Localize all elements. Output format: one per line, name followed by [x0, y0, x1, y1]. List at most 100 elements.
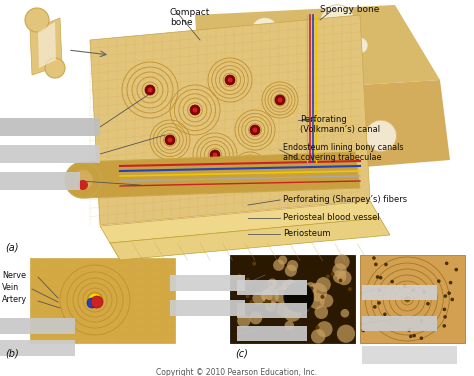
Circle shape [296, 85, 309, 98]
Circle shape [326, 274, 330, 278]
Bar [0, 318, 75, 334]
Text: Compact
bone: Compact bone [170, 8, 210, 27]
Bar [170, 275, 245, 291]
Bar [0, 340, 75, 356]
Circle shape [78, 180, 88, 190]
Text: (a): (a) [5, 242, 18, 252]
Bar [237, 280, 307, 295]
Bar [230, 255, 355, 343]
Bar [362, 316, 437, 331]
Circle shape [278, 290, 282, 294]
Circle shape [249, 300, 253, 304]
Circle shape [65, 162, 101, 198]
Polygon shape [100, 201, 380, 243]
Circle shape [192, 108, 198, 112]
Circle shape [274, 286, 292, 303]
Circle shape [412, 334, 416, 337]
Circle shape [277, 302, 291, 317]
Circle shape [455, 268, 458, 271]
Circle shape [403, 285, 407, 288]
Circle shape [252, 262, 256, 265]
Circle shape [333, 116, 366, 150]
Text: Nerve: Nerve [2, 271, 26, 280]
Circle shape [407, 328, 411, 332]
Bar [0, 118, 100, 136]
Circle shape [378, 288, 382, 292]
Circle shape [239, 286, 243, 290]
Circle shape [274, 42, 301, 68]
Circle shape [362, 329, 365, 332]
Polygon shape [200, 80, 450, 180]
Circle shape [228, 77, 233, 82]
Circle shape [338, 279, 343, 283]
Circle shape [308, 283, 327, 302]
Bar [237, 303, 307, 318]
Circle shape [320, 295, 325, 299]
Circle shape [264, 299, 269, 303]
Circle shape [147, 88, 153, 92]
Circle shape [404, 296, 410, 302]
Circle shape [277, 97, 283, 103]
Circle shape [373, 305, 377, 309]
Circle shape [337, 324, 355, 343]
Circle shape [304, 282, 318, 296]
Text: (c): (c) [235, 348, 248, 358]
Circle shape [247, 167, 253, 173]
Circle shape [311, 329, 326, 344]
Circle shape [268, 282, 272, 286]
Text: Spongy bone: Spongy bone [320, 5, 379, 14]
Circle shape [332, 263, 346, 277]
Bar [30, 258, 175, 343]
Circle shape [225, 75, 235, 85]
Circle shape [330, 272, 335, 276]
Circle shape [167, 138, 173, 143]
Circle shape [337, 271, 352, 285]
Circle shape [253, 127, 257, 132]
Circle shape [210, 150, 220, 160]
Circle shape [249, 311, 262, 324]
Circle shape [449, 281, 452, 284]
Circle shape [314, 305, 328, 319]
Circle shape [419, 337, 423, 340]
Circle shape [317, 321, 333, 337]
Circle shape [310, 31, 326, 47]
Circle shape [309, 293, 325, 309]
Circle shape [246, 294, 250, 298]
Circle shape [312, 34, 326, 47]
Circle shape [320, 5, 355, 40]
Circle shape [237, 274, 242, 277]
Circle shape [267, 300, 272, 304]
Circle shape [246, 277, 250, 282]
Circle shape [231, 44, 255, 69]
Circle shape [285, 265, 297, 277]
Text: Artery: Artery [2, 295, 27, 304]
Circle shape [91, 296, 103, 308]
Circle shape [348, 287, 352, 291]
Bar [360, 255, 465, 343]
Text: Endosteum lining bony canals
and covering trabeculae: Endosteum lining bony canals and coverin… [283, 143, 403, 162]
Circle shape [292, 332, 296, 336]
Bar [0, 145, 100, 163]
Bar [237, 326, 307, 341]
Circle shape [291, 24, 326, 60]
Circle shape [88, 293, 102, 307]
Text: Periosteal blood vessel: Periosteal blood vessel [283, 213, 380, 222]
Bar [362, 346, 457, 364]
Circle shape [25, 8, 49, 32]
Circle shape [250, 125, 260, 135]
Circle shape [145, 85, 155, 95]
Circle shape [277, 23, 301, 47]
Circle shape [422, 290, 426, 294]
Circle shape [252, 292, 265, 305]
Circle shape [377, 301, 381, 305]
Circle shape [207, 111, 234, 137]
Circle shape [287, 260, 298, 271]
Polygon shape [80, 152, 360, 198]
Text: Periosteum: Periosteum [283, 229, 330, 238]
Circle shape [383, 312, 387, 316]
Circle shape [437, 279, 440, 283]
Circle shape [284, 106, 301, 123]
Bar [170, 300, 245, 316]
Circle shape [275, 95, 285, 105]
Circle shape [262, 288, 279, 305]
